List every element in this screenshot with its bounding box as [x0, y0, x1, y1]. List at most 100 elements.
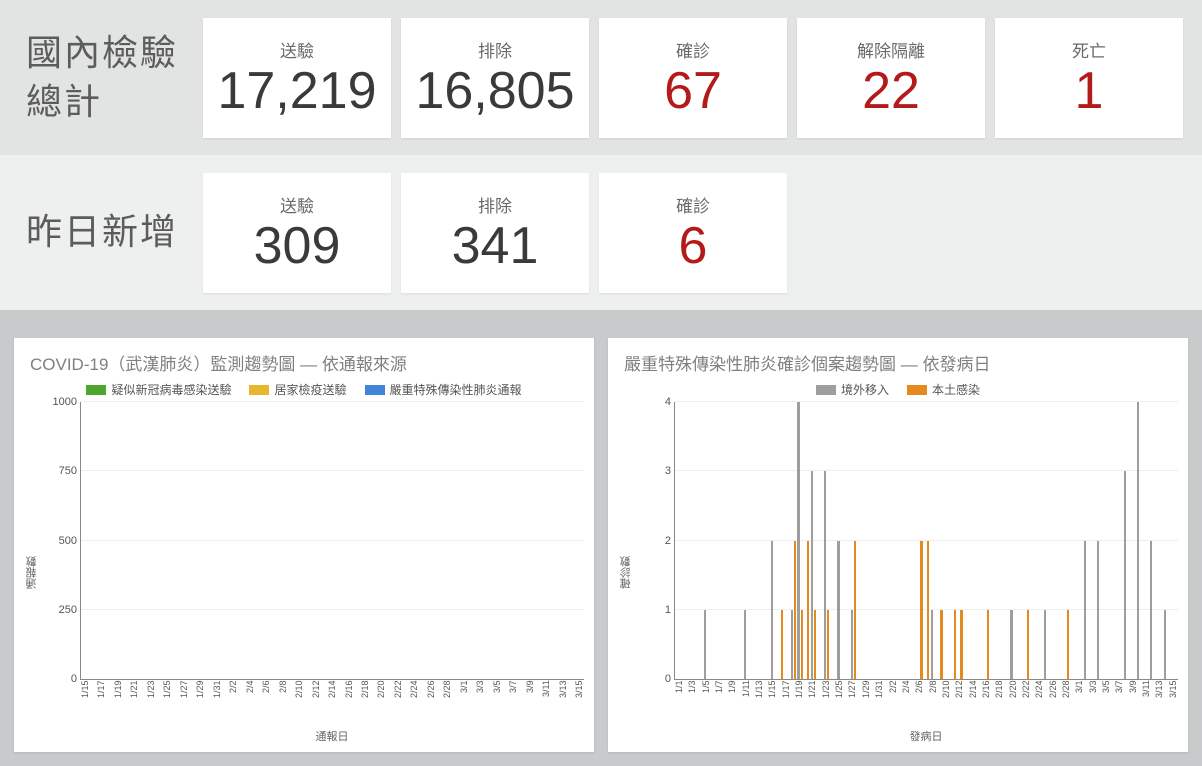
bar-slot: [542, 402, 550, 679]
xtick-label: [386, 680, 392, 726]
bar-slot: [730, 402, 737, 679]
chart2-plot: 01234: [674, 402, 1178, 680]
xtick-label: 3/13: [1154, 680, 1164, 726]
bar-slot: [917, 402, 924, 679]
xtick-label: [106, 680, 112, 726]
bar-slot: [484, 402, 492, 679]
xtick-label: [518, 680, 524, 726]
bar-slot: [1170, 402, 1177, 679]
bar-slot: [271, 402, 279, 679]
card-title: 送驗: [280, 37, 314, 62]
bar-slot: [797, 402, 804, 679]
bar-slot: [427, 402, 435, 679]
bar-slot: [943, 402, 950, 679]
chart2-legend: 境外移入本土感染: [618, 381, 1178, 398]
chart1-ylabel: 通報數: [24, 402, 38, 744]
xtick-label: 3/15: [1168, 680, 1178, 726]
bar-slot: [1003, 402, 1010, 679]
xtick-label: 1/15: [767, 680, 777, 726]
xtick-label: 2/4: [901, 680, 911, 726]
bar-slot: [206, 402, 214, 679]
bar-slot: [957, 402, 964, 679]
xtick-label: [271, 680, 277, 726]
xtick-label: 1/3: [687, 680, 697, 726]
xtick-label: 3/3: [1088, 680, 1098, 726]
xtick-label: 3/1: [459, 680, 469, 726]
card-value: 1: [1075, 64, 1104, 119]
yesterday-row-label: 昨日新增: [18, 208, 193, 257]
bar-slot: [997, 402, 1004, 679]
bar-slot: [304, 402, 312, 679]
bar-slot: [288, 402, 296, 679]
bar-slot: [558, 402, 566, 679]
xtick-label: 2/20: [376, 680, 386, 726]
bar-slot: [817, 402, 824, 679]
bar-slot: [173, 402, 181, 679]
xtick-label: 3/15: [574, 680, 584, 726]
xtick-label: 1/31: [212, 680, 222, 726]
xtick-label: 1/23: [821, 680, 831, 726]
xtick-label: 1/9: [727, 680, 737, 726]
card-title: 送驗: [280, 192, 314, 217]
bar-slot: [830, 402, 837, 679]
bar-slot: [1030, 402, 1037, 679]
xtick-label: 2/26: [426, 680, 436, 726]
xtick-label: 2/6: [261, 680, 271, 726]
ytick-label: 2: [635, 535, 671, 547]
bar-slot: [1103, 402, 1110, 679]
xtick-label: 1/1: [674, 680, 684, 726]
xtick-label: 1/5: [701, 680, 711, 726]
bar-slot: [777, 402, 784, 679]
bar-slot: [353, 402, 361, 679]
ytick-label: 3: [635, 465, 671, 477]
totals-row: 國內檢驗總計 送驗 17,219 排除 16,805 確診 67 解除隔離 22…: [0, 0, 1202, 155]
bar-slot: [1076, 402, 1083, 679]
bar-slot: [1063, 402, 1070, 679]
bar-slot: [1023, 402, 1030, 679]
card-title: 確診: [676, 37, 710, 62]
bar-slot: [566, 402, 574, 679]
bar-slot: [517, 402, 525, 679]
card-title: 死亡: [1072, 37, 1106, 62]
chart1-title: COVID-19（武漢肺炎）監測趨勢圖 — 依通報來源: [24, 350, 584, 375]
bar-slot: [890, 402, 897, 679]
chart1-xticks: 1/151/171/191/211/231/251/271/291/312/22…: [80, 680, 584, 726]
xtick-label: 2/28: [442, 680, 452, 726]
bar-slot: [1130, 402, 1137, 679]
bar-slot: [1123, 402, 1130, 679]
card-title: 排除: [478, 37, 512, 62]
bar-slot: [468, 402, 476, 679]
legend-label: 居家檢疫送驗: [274, 381, 346, 398]
bar-slot: [684, 402, 691, 679]
bar-slot: [509, 402, 517, 679]
xtick-label: 2/18: [360, 680, 370, 726]
bar-slot: [83, 402, 91, 679]
bar-slot: [897, 402, 904, 679]
card-value: 16,805: [415, 64, 574, 119]
xtick-label: [419, 680, 425, 726]
bar-slot: [361, 402, 369, 679]
bar-slot: [963, 402, 970, 679]
xtick-label: 1/23: [146, 680, 156, 726]
card-value: 6: [679, 219, 708, 274]
xtick-label: 3/11: [1141, 680, 1151, 726]
xtick-label: 1/17: [781, 680, 791, 726]
bar-slot: [710, 402, 717, 679]
totals-row-label: 國內檢驗總計: [18, 29, 193, 126]
bar-slot: [411, 402, 419, 679]
legend-label: 境外移入: [841, 381, 889, 398]
chart1-body: 通報數 02505007501000 1/151/171/191/211/231…: [24, 402, 584, 744]
xtick-label: 1/27: [847, 680, 857, 726]
xtick-label: 1/7: [714, 680, 724, 726]
xtick-label: 2/24: [1034, 680, 1044, 726]
xtick-label: 2/22: [1021, 680, 1031, 726]
card-released: 解除隔離 22: [797, 18, 985, 138]
legend-item: 嚴重特殊傳染性肺炎通報: [365, 381, 522, 398]
bar-slot: [419, 402, 427, 679]
bar-slot: [883, 402, 890, 679]
card-value: 17,219: [217, 64, 376, 119]
bar-slot: [677, 402, 684, 679]
bar-slot: [843, 402, 850, 679]
xtick-label: 2/4: [245, 680, 255, 726]
bar-slot: [320, 402, 328, 679]
